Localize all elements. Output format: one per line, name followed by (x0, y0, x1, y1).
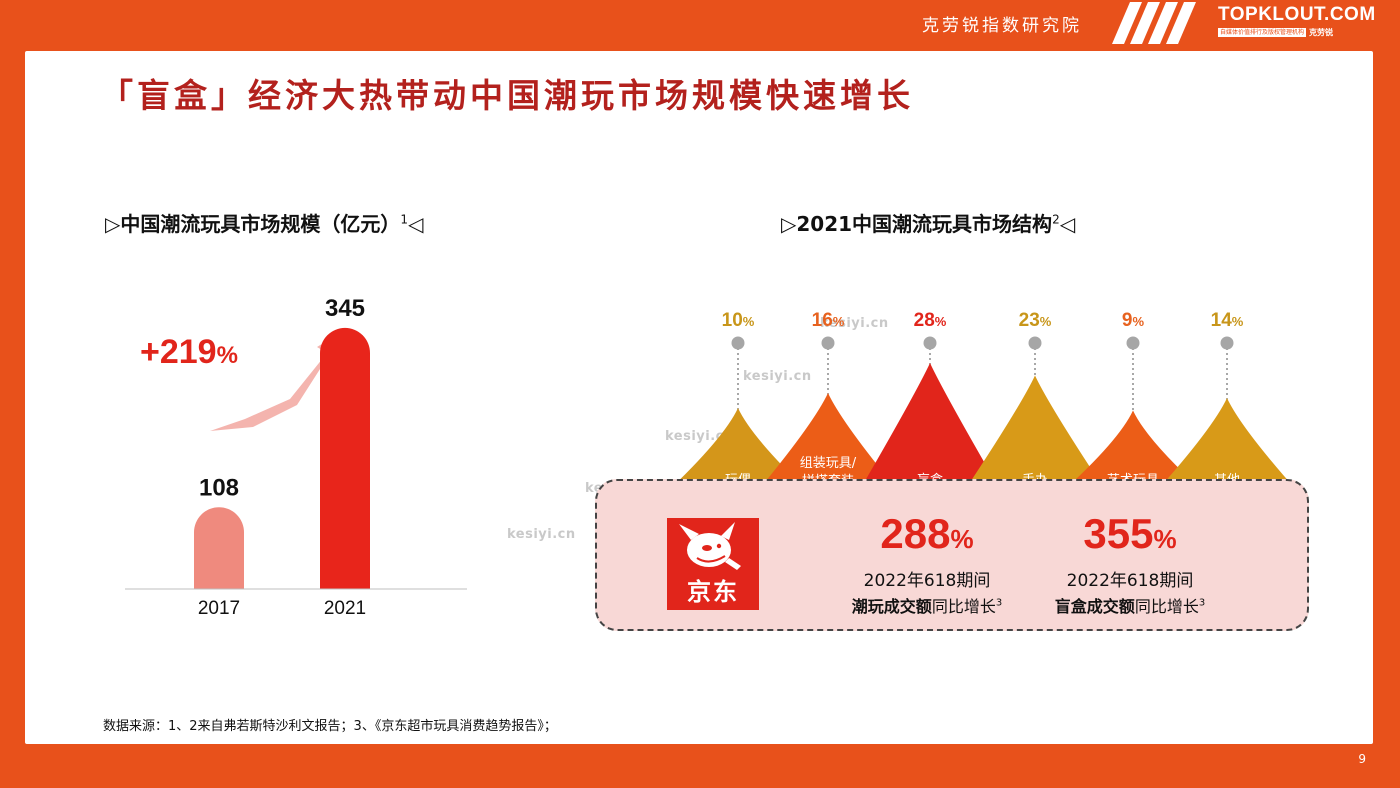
market-structure-chart: 10%玩偶16%组装玩具/拼搭套装28%盲盒23%手办9%艺术玩具14%其他 (666, 310, 1299, 521)
bar-2017 (194, 507, 244, 589)
segment-marker (821, 336, 835, 350)
segment-label: 组装玩具/ (800, 456, 857, 471)
data-source: 数据来源：1、2来自弗若斯特沙利文报告；3、《京东超市玩具消费趋势报告》； (103, 719, 557, 734)
brand-tagline: 自媒体价值排行及版权管理机构 (1218, 28, 1307, 37)
segment-marker (731, 336, 745, 350)
segment: 23%手办 (963, 310, 1107, 493)
segment: 9%艺术玩具 (1061, 310, 1205, 493)
bar-value-label: 108 (199, 474, 239, 501)
org-name: 克劳锐指数研究院 (922, 16, 1082, 36)
jd-logo-text: 京东 (687, 578, 739, 606)
watermark: kesiyi.cn (507, 527, 576, 542)
market-structure-title: ▷2021中国潮流玩具市场结构2◁ (781, 212, 1076, 236)
market-size-title: ▷中国潮流玩具市场规模（亿元）1◁ (105, 212, 424, 236)
stat-value: 355% (1083, 510, 1177, 557)
segment-cone (858, 363, 1002, 493)
stripes-icon (1112, 2, 1196, 44)
segment-marker (923, 336, 937, 350)
brand-logo: TOPKLOUT.COM 自媒体价值排行及版权管理机构 克劳锐 (1218, 5, 1376, 38)
jd-dog-icon (679, 522, 741, 570)
market-size-chart: +219% 108 345 2017 2021 (125, 295, 467, 619)
x-tick-label: 2021 (324, 598, 366, 619)
segment-value: 16% (812, 310, 845, 331)
jd-stat-toys: 288% 2022年618期间 潮玩成交额同比增长3 (817, 511, 1037, 617)
segment-cone (756, 393, 900, 493)
stat-desc: 潮玩成交额同比增长3 (851, 597, 1003, 616)
page-number: 9 (1358, 752, 1366, 766)
watermark: kesiyi.cn (743, 369, 812, 384)
jd-stat-blindbox: 355% 2022年618期间 盲盒成交额同比增长3 (1020, 511, 1240, 617)
segment-marker (1220, 336, 1234, 350)
segment: 28%盲盒 (858, 310, 1002, 493)
jd-panel: 京东 288% 2022年618期间 潮玩成交额同比增长3 355% 2022年… (595, 479, 1309, 631)
watermark: kesiyi.cn (665, 429, 734, 444)
segment-cone (963, 375, 1107, 493)
bar-value-label: 345 (325, 295, 365, 322)
bar-2021 (320, 327, 370, 589)
x-tick-label: 2017 (198, 598, 240, 619)
growth-label: +219% (140, 333, 238, 371)
segment: 14%其他 (1155, 310, 1299, 493)
header-bar: 克劳锐指数研究院 TOPKLOUT.COM 自媒体价值排行及版权管理机构 克劳锐 (0, 0, 1400, 50)
stat-period: 2022年618期间 (863, 571, 991, 591)
stat-period: 2022年618期间 (1066, 571, 1194, 591)
segment-value: 10% (722, 310, 755, 331)
page-title: 「盲盒」经济大热带动中国潮玩市场规模快速增长 (100, 76, 914, 115)
segment-value: 14% (1211, 310, 1244, 331)
slide-card: 「盲盒」经济大热带动中国潮玩市场规模快速增长 kesiyi.cn kesiyi.… (25, 51, 1373, 744)
segment-marker (1126, 336, 1140, 350)
segment-cone (1061, 410, 1205, 493)
brand-name: TOPKLOUT.COM (1218, 4, 1376, 25)
segment-cone (1155, 398, 1299, 493)
segment-value: 28% (914, 310, 947, 331)
segment-value: 9% (1122, 310, 1145, 331)
segment-marker (1028, 336, 1042, 350)
stat-value: 288% (880, 510, 974, 557)
stat-desc: 盲盒成交额同比增长3 (1054, 597, 1206, 616)
segment-value: 23% (1019, 310, 1052, 331)
watermark: kesiyi.cn (820, 316, 889, 331)
jd-logo: 京东 (667, 518, 759, 610)
brand-cn: 克劳锐 (1309, 28, 1334, 37)
